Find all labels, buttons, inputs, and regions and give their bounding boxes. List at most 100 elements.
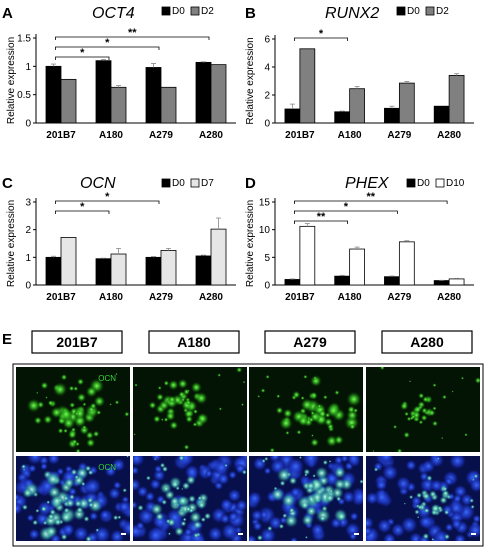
nucleus — [120, 519, 130, 538]
ocn-speck — [464, 433, 468, 437]
ocn-speck — [305, 535, 308, 539]
nucleus — [381, 463, 399, 482]
y-axis-label: Relative expression — [6, 37, 17, 124]
bar-d7-a180 — [110, 253, 127, 286]
stain-label: OCN — [98, 463, 116, 472]
nucleus — [107, 486, 122, 501]
nucleus — [28, 528, 41, 541]
ocn-signal — [185, 475, 196, 486]
ocn-signal — [180, 520, 187, 527]
column-header-label: A279 — [293, 334, 327, 350]
nucleus — [183, 527, 193, 537]
ocn-speck — [322, 459, 328, 466]
legend-label-d2: D2 — [436, 6, 449, 17]
nucleus — [136, 485, 149, 498]
y-tick-label: 5 — [264, 253, 270, 264]
ocn-speck — [328, 460, 332, 463]
legend-swatch-d0 — [161, 6, 171, 16]
column-header-a279: A279 — [264, 330, 356, 354]
ocn-speck — [473, 473, 479, 479]
bar-d0-a279 — [145, 67, 162, 124]
bar-d10-a180 — [349, 248, 365, 286]
ocn-signal — [82, 425, 87, 430]
ocn-signal — [168, 395, 177, 404]
ocn-signal — [335, 496, 342, 502]
nucleus — [61, 522, 76, 537]
chart-title: RUNX2 — [325, 5, 379, 22]
nucleus — [459, 492, 474, 507]
nucleus — [428, 456, 445, 469]
ocn-signal — [45, 471, 61, 487]
y-tick-label: 0.5 — [17, 90, 31, 101]
panel-letter-a: A — [2, 5, 13, 22]
nucleus — [133, 500, 139, 510]
ocn-speck — [74, 474, 79, 480]
nucleus — [340, 456, 350, 463]
ocn-signal — [163, 380, 170, 387]
nucleus — [112, 480, 122, 490]
ocn-speck — [122, 488, 127, 493]
ocn-signal — [284, 513, 299, 528]
micrograph-frame — [12, 363, 484, 547]
ocn-speck — [269, 447, 275, 452]
ocn-signal — [428, 490, 437, 499]
y-tick-label: 0 — [25, 281, 31, 292]
x-tick-label: 201B7 — [285, 292, 315, 303]
ocn-speck — [300, 396, 305, 401]
bar-d2-a180 — [110, 86, 127, 124]
ocn-speck — [145, 475, 151, 481]
bar-d0-a280 — [433, 105, 450, 124]
ocn-signal — [35, 508, 40, 513]
significance-bracket: * — [294, 28, 349, 41]
y-tick-label: 1.5 — [17, 34, 31, 45]
bracket-line — [55, 36, 210, 40]
bar-d0-a280 — [195, 255, 212, 286]
ocn-speck — [20, 464, 27, 470]
ocn-signal — [174, 526, 185, 537]
ocn-signal — [65, 498, 76, 508]
ocn-signal — [177, 378, 188, 389]
ocn-signal — [270, 487, 285, 502]
ocn-speck — [167, 532, 171, 536]
ocn-signal — [317, 404, 322, 409]
x-tick-label: A279 — [387, 130, 411, 141]
ocn-signal — [318, 409, 327, 418]
ocn-speck — [460, 376, 464, 380]
ocn-signal — [148, 401, 157, 410]
ocn-signal — [296, 429, 302, 435]
micrograph-merged-a180 — [133, 456, 247, 541]
ocn-speck — [89, 402, 97, 410]
nucleus — [252, 521, 263, 532]
significance-label: ** — [366, 191, 375, 203]
ocn-signal — [408, 494, 414, 500]
significance-bracket: * — [55, 47, 110, 60]
ocn-speck — [278, 523, 285, 530]
micrograph-green-a280 — [366, 367, 480, 452]
ocn-signal — [59, 511, 73, 524]
nucleus — [286, 457, 305, 476]
ocn-signal — [182, 517, 187, 522]
ocn-signal — [76, 392, 87, 403]
significance-bracket: ** — [55, 27, 210, 40]
y-tick-label: 1 — [25, 62, 31, 73]
bracket-line — [294, 210, 398, 214]
column-header-label: A280 — [410, 334, 444, 350]
ocn-signal — [430, 503, 440, 513]
column-header-a180: A180 — [148, 330, 240, 354]
ocn-signal — [168, 379, 179, 391]
x-tick-label: A180 — [338, 292, 362, 303]
nucleus — [466, 521, 480, 540]
ocn-signal — [198, 501, 206, 509]
ocn-speck — [109, 403, 112, 406]
ocn-signal — [275, 406, 284, 415]
ocn-signal — [334, 435, 344, 445]
ocn-speck — [303, 374, 308, 379]
ocn-speck — [409, 416, 414, 421]
ocn-speck — [313, 376, 318, 381]
bar-d7-a279 — [160, 250, 177, 286]
ocn-speck — [403, 502, 406, 505]
ocn-speck — [267, 525, 273, 532]
ocn-signal — [310, 490, 324, 504]
nucleus — [133, 456, 146, 468]
ocn-signal — [96, 410, 102, 416]
